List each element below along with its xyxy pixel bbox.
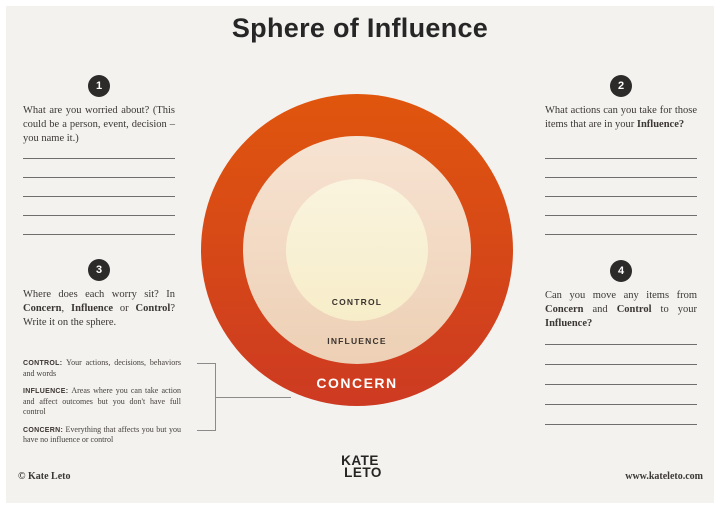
legend-bracket-bottom-tick — [197, 430, 216, 431]
control-circle — [286, 179, 428, 321]
writing-line — [545, 159, 697, 178]
writing-line — [23, 140, 175, 159]
legend-bracket-top-tick — [197, 363, 216, 364]
legend-item-concern: CONCERN: Everything that affects you but… — [23, 425, 181, 446]
legend-item-influence: INFLUENCE: Areas where you can take acti… — [23, 386, 181, 418]
legend-desc-influence: Areas where you can take action and affe… — [23, 386, 181, 417]
control-label: CONTROL — [331, 297, 383, 307]
kate-leto-logo: KATE LETO — [0, 453, 720, 480]
writing-line — [23, 197, 175, 216]
writing-line — [545, 405, 697, 425]
question-1-writing-lines — [23, 140, 175, 235]
concern-label: CONCERN — [316, 375, 398, 391]
writing-line — [23, 216, 175, 235]
writing-line — [545, 197, 697, 216]
step-2-badge: 2 — [610, 75, 632, 97]
logo-line-2: LETO — [344, 465, 382, 480]
step-3-badge: 3 — [88, 259, 110, 281]
question-block-4: 4 Can you move any items from Concern an… — [545, 260, 697, 430]
step-1-badge: 1 — [88, 75, 110, 97]
question-2-writing-lines — [545, 140, 697, 235]
influence-label: INFLUENCE — [327, 336, 387, 346]
legend-pointer-line — [215, 397, 291, 398]
question-4-writing-lines — [545, 325, 697, 425]
writing-line — [545, 345, 697, 365]
question-2-text: What actions can you take for those item… — [545, 105, 697, 130]
question-block-2: 2 What actions can you take for those it… — [545, 75, 697, 240]
legend-term-control: CONTROL: — [23, 360, 63, 367]
legend-desc-control: Your actions, decisions, behaviors and w… — [23, 358, 181, 378]
step-4-number: 4 — [617, 265, 625, 277]
writing-line — [545, 365, 697, 385]
website-url: www.kateleto.com — [625, 471, 703, 482]
step-2-number: 2 — [617, 80, 625, 92]
writing-line — [23, 159, 175, 178]
question-1-text: What are you worried about? (This could … — [23, 105, 175, 144]
step-1-number: 1 — [95, 80, 103, 92]
step-4-badge: 4 — [610, 260, 632, 282]
writing-line — [545, 140, 697, 159]
question-4-text: Can you move any items from Concern and … — [545, 290, 697, 329]
page-title: Sphere of Influence — [231, 13, 489, 43]
sphere-diagram: CONTROL INFLUENCE CONCERN — [201, 94, 513, 406]
step-3-number: 3 — [95, 264, 103, 276]
copyright-text: © Kate Leto — [18, 471, 71, 482]
legend-desc-concern: Everything that affects you but you have… — [23, 424, 182, 445]
writing-line — [545, 216, 697, 235]
question-3-text: Where does each worry sit? In Concern, I… — [23, 289, 176, 328]
legend-term-influence: INFLUENCE: — [23, 388, 69, 396]
legend-term-concern: CONCERN: — [23, 426, 64, 434]
legend: CONTROL: Your actions, decisions, behavi… — [23, 358, 181, 453]
question-block-3: 3 Where does each worry sit? In Concern,… — [23, 259, 175, 339]
writing-line — [545, 178, 697, 197]
writing-line — [545, 385, 697, 405]
logo-line-1: KATE — [341, 453, 379, 468]
legend-item-control: CONTROL: Your actions, decisions, behavi… — [23, 358, 181, 379]
writing-line — [545, 325, 697, 345]
question-block-1: 1 What are you worried about? (This coul… — [23, 75, 175, 240]
writing-line — [23, 178, 175, 197]
